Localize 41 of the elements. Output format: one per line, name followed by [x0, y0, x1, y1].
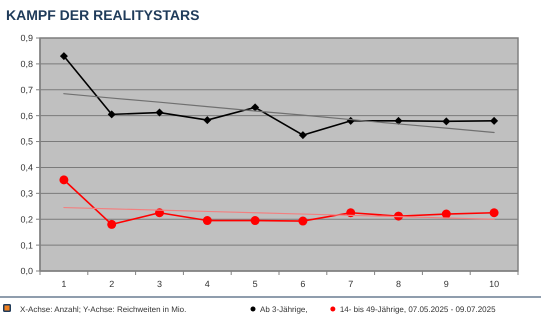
- point: [250, 216, 260, 226]
- point: [108, 110, 116, 118]
- y-tick-label: 0,3: [20, 188, 33, 198]
- y-tick-label: 0,0: [20, 266, 33, 276]
- x-tick-label: 5: [252, 279, 258, 289]
- y-tick-label: 0,8: [20, 59, 33, 70]
- point: [59, 175, 68, 184]
- line-series: [63, 206, 495, 220]
- legend-label: Ab 3-Jährige,: [260, 305, 308, 314]
- x-tick-label: 3: [156, 279, 162, 289]
- x-tick-label: 8: [396, 279, 402, 289]
- x-tick-label: 10: [489, 279, 500, 289]
- x-tick-label: 2: [109, 279, 114, 289]
- point: [156, 108, 164, 117]
- y-tick-label: 0,1: [20, 240, 33, 250]
- x-tick-label: 6: [300, 279, 306, 289]
- point: [203, 116, 212, 124]
- x-tick-label: 9: [444, 279, 449, 289]
- y-tick-label: 0,9: [20, 33, 33, 44]
- point: [298, 216, 308, 226]
- point: [298, 131, 307, 140]
- chart-title: KAMPF DER REALITYSTARS: [6, 7, 200, 23]
- point: [251, 103, 260, 112]
- point: [60, 52, 68, 60]
- y-tick-label: 0,5: [20, 136, 33, 147]
- point: [394, 116, 402, 125]
- x-tick-label: 4: [204, 279, 210, 289]
- text: X-Achse: Anzahl; Y-Achse: Reichweiten in Mio.: [20, 305, 186, 314]
- point: [442, 210, 451, 219]
- point: [490, 116, 498, 125]
- point: [202, 216, 212, 226]
- y-tick-label: 0,7: [20, 84, 33, 95]
- y-tick-label: 0,2: [20, 214, 33, 224]
- x-tick-label: 1: [61, 279, 66, 289]
- x-tick-label: 7: [348, 279, 354, 289]
- y-tick-label: 0,6: [20, 110, 33, 121]
- y-tick-label: 0,4: [20, 162, 33, 173]
- point: [442, 117, 450, 126]
- legend-label: 14- bis 49-Jährige, 07.05.2025 - 09.07.2025: [340, 305, 496, 314]
- point: [490, 208, 499, 218]
- point: [107, 220, 116, 229]
